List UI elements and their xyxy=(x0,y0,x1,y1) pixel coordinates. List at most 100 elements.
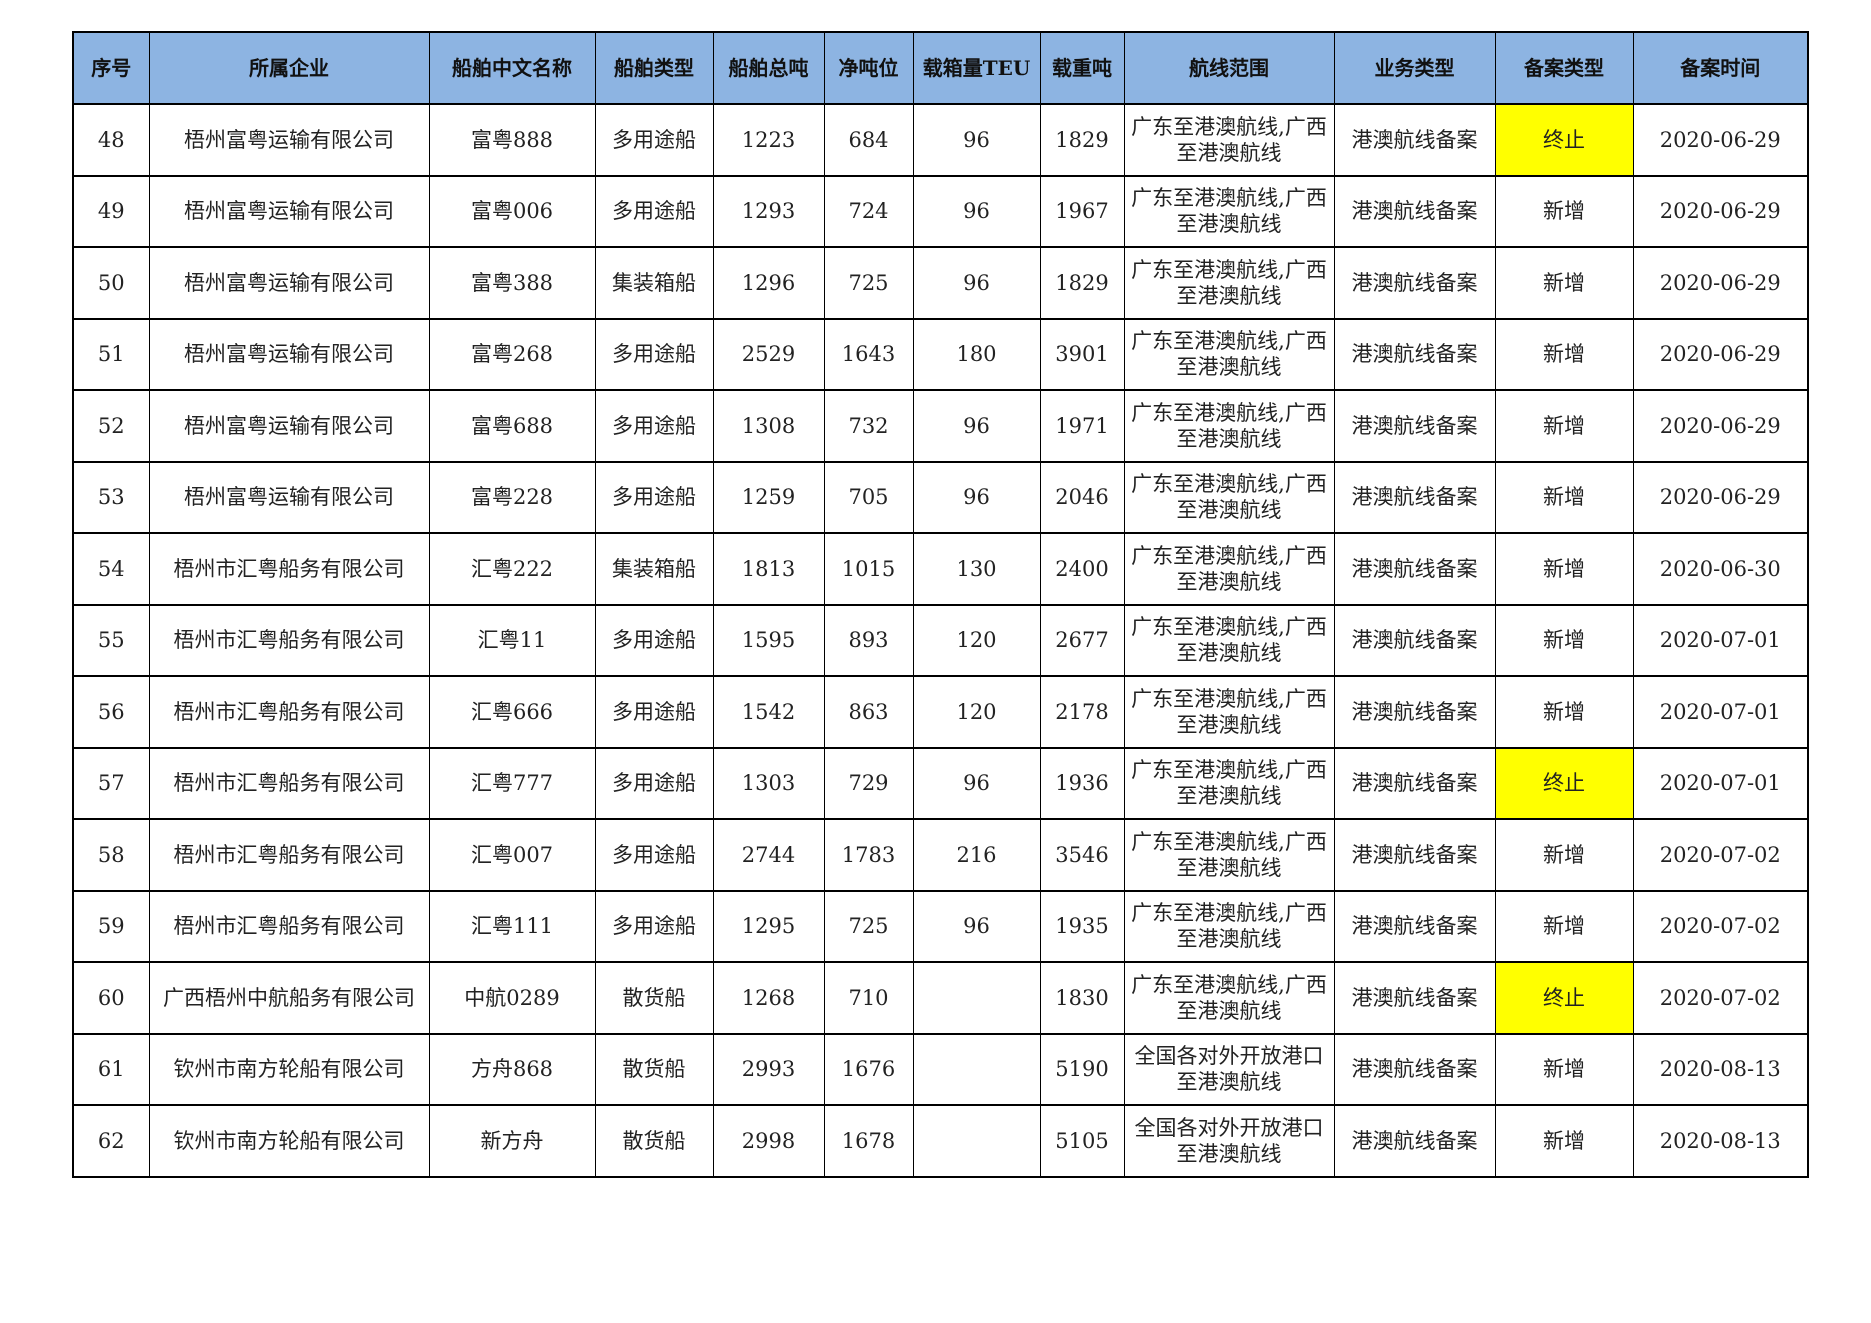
cell-business-type: 港澳航线备案 xyxy=(1333,317,1496,391)
cell-deadweight: 3901 xyxy=(1039,317,1125,391)
cell-business-type: 港澳航线备案 xyxy=(1333,961,1496,1034)
cell-company: 梧州富粤运输有限公司 xyxy=(148,246,430,319)
cell-deadweight: 1936 xyxy=(1039,746,1125,820)
column-header-ship-name: 船舶中文名称 xyxy=(428,31,596,105)
cell-ship-name: 汇粤777 xyxy=(428,746,596,820)
table-row: 56 梧州市汇粤船务有限公司 汇粤666 多用途船 1542 863 120 2178 广东至港… xyxy=(72,675,1809,748)
cell-net-tonnage: 1015 xyxy=(823,532,914,605)
cell-route: 广东至港澳航线,广西至港澳航线 xyxy=(1123,675,1335,748)
cell-ship-type: 多用途船 xyxy=(594,389,714,462)
cell-deadweight: 2046 xyxy=(1039,460,1125,534)
cell-net-tonnage: 724 xyxy=(823,174,914,248)
cell-net-tonnage: 863 xyxy=(823,675,914,748)
cell-filing-type: 新增 xyxy=(1494,889,1634,963)
cell-company: 梧州富粤运输有限公司 xyxy=(148,460,430,534)
cell-route: 广东至港澳航线,广西至港澳航线 xyxy=(1123,389,1335,462)
cell-net-tonnage: 725 xyxy=(823,889,914,963)
cell-company: 钦州市南方轮船有限公司 xyxy=(148,1032,430,1106)
cell-teu xyxy=(912,1104,1041,1177)
cell-gross-tonnage: 2744 xyxy=(712,818,825,891)
cell-seq: 62 xyxy=(72,1104,150,1177)
table-row: 50 梧州富粤运输有限公司 富粤388 集装箱船 1296 725 96 1829 广东至港澳航… xyxy=(72,246,1809,319)
cell-ship-type: 多用途船 xyxy=(594,675,714,748)
cell-filing-date: 2020-08-13 xyxy=(1632,1104,1809,1177)
table-row: 51 梧州富粤运输有限公司 富粤268 多用途船 2529 1643 180 3901 广东至港… xyxy=(72,317,1809,391)
cell-business-type: 港澳航线备案 xyxy=(1333,460,1496,534)
cell-net-tonnage: 1678 xyxy=(823,1104,914,1177)
cell-seq: 60 xyxy=(72,961,150,1034)
cell-ship-name: 富粤006 xyxy=(428,174,596,248)
cell-route: 全国各对外开放港口至港澳航线 xyxy=(1123,1032,1335,1106)
table-header-row: 序号 所属企业 船舶中文名称 船舶类型 船舶总吨 净吨位 载箱量TEU 载重吨 航线范围 业务类型… xyxy=(72,31,1809,105)
cell-teu: 180 xyxy=(912,317,1041,391)
cell-business-type: 港澳航线备案 xyxy=(1333,746,1496,820)
cell-ship-type: 多用途船 xyxy=(594,103,714,176)
cell-ship-name: 中航0289 xyxy=(428,961,596,1034)
cell-ship-type: 散货船 xyxy=(594,1104,714,1177)
cell-ship-name: 汇粤111 xyxy=(428,889,596,963)
cell-gross-tonnage: 2993 xyxy=(712,1032,825,1106)
cell-ship-type: 多用途船 xyxy=(594,317,714,391)
cell-teu: 120 xyxy=(912,603,1041,677)
cell-business-type: 港澳航线备案 xyxy=(1333,246,1496,319)
cell-deadweight: 2400 xyxy=(1039,532,1125,605)
cell-seq: 50 xyxy=(72,246,150,319)
cell-filing-type: 新增 xyxy=(1494,246,1634,319)
cell-teu: 96 xyxy=(912,746,1041,820)
column-header-net-tonnage: 净吨位 xyxy=(823,31,914,105)
cell-teu: 120 xyxy=(912,675,1041,748)
cell-teu: 96 xyxy=(912,460,1041,534)
cell-gross-tonnage: 1259 xyxy=(712,460,825,534)
column-header-business-type: 业务类型 xyxy=(1333,31,1496,105)
cell-ship-name: 汇粤666 xyxy=(428,675,596,748)
cell-business-type: 港澳航线备案 xyxy=(1333,532,1496,605)
cell-gross-tonnage: 1303 xyxy=(712,746,825,820)
cell-business-type: 港澳航线备案 xyxy=(1333,389,1496,462)
cell-route: 广东至港澳航线,广西至港澳航线 xyxy=(1123,818,1335,891)
table-row: 52 梧州富粤运输有限公司 富粤688 多用途船 1308 732 96 1971 广东至港澳航… xyxy=(72,389,1809,462)
cell-deadweight: 1829 xyxy=(1039,246,1125,319)
cell-filing-type: 新增 xyxy=(1494,532,1634,605)
cell-gross-tonnage: 2998 xyxy=(712,1104,825,1177)
cell-seq: 61 xyxy=(72,1032,150,1106)
cell-ship-type: 多用途船 xyxy=(594,889,714,963)
cell-filing-date: 2020-07-01 xyxy=(1632,746,1809,820)
table-row: 60 广西梧州中航船务有限公司 中航0289 散货船 1268 710 1830 广东至港澳航… xyxy=(72,961,1809,1034)
cell-deadweight: 2677 xyxy=(1039,603,1125,677)
cell-net-tonnage: 710 xyxy=(823,961,914,1034)
cell-net-tonnage: 1676 xyxy=(823,1032,914,1106)
cell-company: 梧州市汇粤船务有限公司 xyxy=(148,818,430,891)
cell-ship-type: 散货船 xyxy=(594,1032,714,1106)
cell-deadweight: 3546 xyxy=(1039,818,1125,891)
cell-filing-date: 2020-07-02 xyxy=(1632,818,1809,891)
cell-seq: 54 xyxy=(72,532,150,605)
table-row: 48 梧州富粤运输有限公司 富粤888 多用途船 1223 684 96 1829 广东至港澳航… xyxy=(72,103,1809,176)
cell-deadweight: 1829 xyxy=(1039,103,1125,176)
cell-company: 梧州市汇粤船务有限公司 xyxy=(148,675,430,748)
column-header-filing-date: 备案时间 xyxy=(1632,31,1809,105)
cell-route: 广东至港澳航线,广西至港澳航线 xyxy=(1123,246,1335,319)
cell-ship-name: 汇粤222 xyxy=(428,532,596,605)
cell-filing-date: 2020-07-02 xyxy=(1632,961,1809,1034)
cell-filing-type: 新增 xyxy=(1494,389,1634,462)
table-row: 54 梧州市汇粤船务有限公司 汇粤222 集装箱船 1813 1015 130 2400 广东至… xyxy=(72,532,1809,605)
cell-net-tonnage: 1643 xyxy=(823,317,914,391)
cell-net-tonnage: 732 xyxy=(823,389,914,462)
table-row: 49 梧州富粤运输有限公司 富粤006 多用途船 1293 724 96 1967 广东至港澳航… xyxy=(72,174,1809,248)
table-row: 55 梧州市汇粤船务有限公司 汇粤11 多用途船 1595 893 120 2677 广东至港澳… xyxy=(72,603,1809,677)
column-header-ship-type: 船舶类型 xyxy=(594,31,714,105)
cell-teu: 96 xyxy=(912,246,1041,319)
cell-seq: 48 xyxy=(72,103,150,176)
cell-filing-date: 2020-06-29 xyxy=(1632,460,1809,534)
cell-deadweight: 5105 xyxy=(1039,1104,1125,1177)
cell-filing-type: 新增 xyxy=(1494,603,1634,677)
cell-filing-date: 2020-06-29 xyxy=(1632,246,1809,319)
cell-seq: 56 xyxy=(72,675,150,748)
cell-deadweight: 5190 xyxy=(1039,1032,1125,1106)
cell-ship-type: 散货船 xyxy=(594,961,714,1034)
cell-gross-tonnage: 1295 xyxy=(712,889,825,963)
cell-filing-type: 新增 xyxy=(1494,818,1634,891)
cell-ship-name: 富粤688 xyxy=(428,389,596,462)
cell-seq: 51 xyxy=(72,317,150,391)
cell-filing-date: 2020-06-29 xyxy=(1632,317,1809,391)
